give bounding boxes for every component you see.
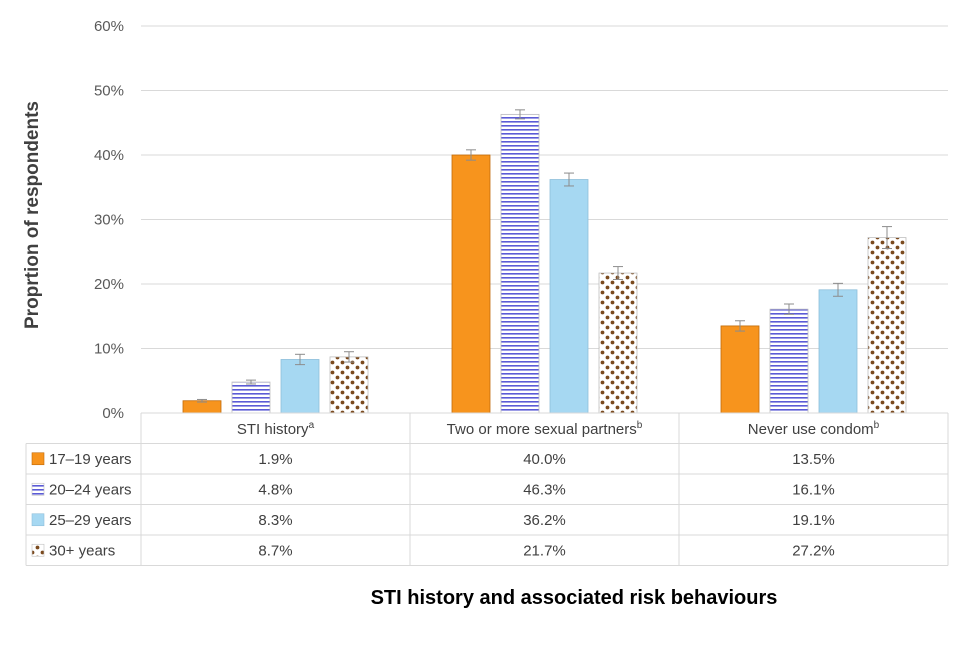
bar (329, 356, 369, 414)
legend-label: 20–24 years (49, 481, 132, 498)
data-label: 16.1% (792, 481, 835, 498)
y-axis: 0% 10% 20% 30% 40% 50% 60% (94, 18, 124, 422)
legend-label: 30+ years (49, 542, 115, 559)
data-label: 8.7% (258, 542, 292, 559)
category-label: Two or more sexual partnersb (447, 420, 643, 438)
data-label: 1.9% (258, 451, 292, 468)
y-tick-label: 0% (102, 405, 124, 422)
data-label: 46.3% (523, 481, 566, 498)
category-label: Never use condomb (748, 420, 880, 438)
y-tick-label: 10% (94, 341, 124, 358)
data-label: 27.2% (792, 542, 835, 559)
bar (549, 179, 589, 414)
bar (598, 272, 638, 414)
data-label: 4.8% (258, 481, 292, 498)
bar (867, 237, 907, 414)
legend-label: 25–29 years (49, 512, 132, 529)
data-label: 36.2% (523, 512, 566, 529)
category-label: STI historya (237, 420, 315, 438)
data-label: 8.3% (258, 512, 292, 529)
legend-key (31, 452, 45, 466)
x-axis-label: STI history and associated risk behaviou… (371, 587, 778, 609)
bar (818, 289, 858, 414)
y-tick-label: 40% (94, 147, 124, 164)
data-label: 40.0% (523, 451, 566, 468)
y-axis-label: Proprtion of respondents (22, 101, 43, 329)
gridlines (141, 25, 948, 414)
data-label: 13.5% (792, 451, 835, 468)
legend-key (31, 482, 45, 496)
legend-key (31, 513, 45, 527)
data-label: 19.1% (792, 512, 835, 529)
data-label: 21.7% (523, 542, 566, 559)
bars (182, 109, 907, 414)
bar (720, 325, 760, 414)
bar (280, 359, 320, 414)
y-tick-label: 60% (94, 18, 124, 35)
legend-label: 17–19 years (49, 451, 132, 468)
y-tick-label: 50% (94, 83, 124, 100)
bar (182, 400, 222, 414)
legend-key (31, 543, 45, 557)
data-table: STI historya Two or more sexual partnersb… (25, 412, 949, 566)
bar (451, 154, 491, 414)
y-tick-label: 20% (94, 276, 124, 293)
bar (769, 308, 809, 414)
bar (231, 381, 271, 414)
bar (500, 113, 540, 414)
y-tick-label: 30% (94, 212, 124, 229)
